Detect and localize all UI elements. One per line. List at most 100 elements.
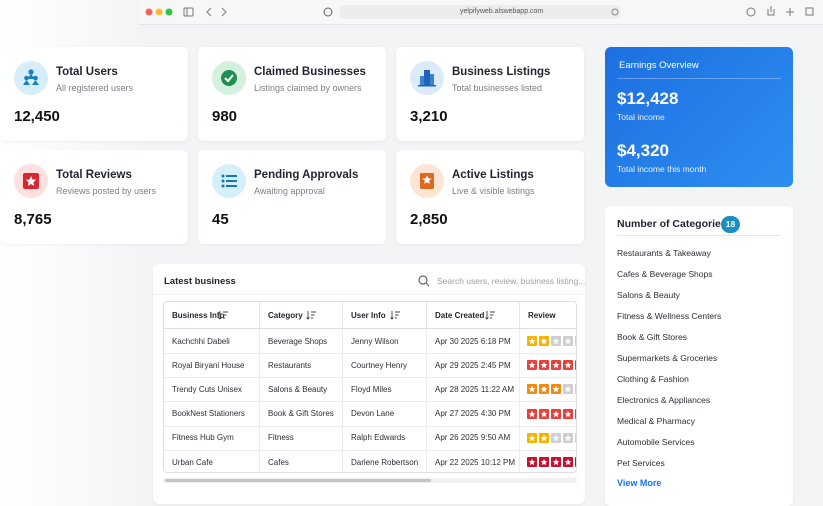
stat-icon bbox=[212, 164, 246, 198]
header-text: Business Info bbox=[172, 311, 225, 320]
cell-user: Floyd Miles bbox=[351, 384, 392, 394]
stat-card: Active Listings Live & visible listings 2,… bbox=[396, 150, 584, 244]
category-item[interactable]: Cafes & Beverage Shops bbox=[617, 269, 713, 279]
url[interactable]: yelpifyweb.alswebapp.com bbox=[460, 8, 544, 15]
header-text: User Info bbox=[351, 311, 386, 320]
icon bbox=[410, 164, 444, 198]
cell-user: Courtney Henry bbox=[351, 360, 408, 370]
earnings-title: Earnings Overview bbox=[619, 60, 699, 71]
cell-date: Apr 26 2025 9:50 AM bbox=[435, 433, 511, 443]
divider bbox=[617, 78, 781, 79]
business-table: Business Info Category User Info Date Creat… bbox=[163, 301, 577, 473]
stat-card: Business Listings Total businesses listed… bbox=[396, 47, 584, 141]
stat-title: Total Users bbox=[56, 66, 118, 78]
category-item[interactable]: Salons & Beauty bbox=[617, 290, 680, 300]
column-header[interactable]: Date Created bbox=[427, 302, 520, 329]
cell-border bbox=[342, 401, 343, 426]
cell-category: Restaurants bbox=[268, 360, 312, 370]
stat-title: Active Listings bbox=[452, 169, 534, 181]
search-input[interactable]: Search users, review, business listing..… bbox=[437, 276, 586, 286]
stat-subtitle: Listings claimed by owners bbox=[254, 83, 362, 93]
category-item[interactable]: Medical & Pharmacy bbox=[617, 416, 695, 426]
cell-category: Cafes bbox=[268, 457, 289, 467]
stat-icon bbox=[212, 61, 246, 95]
browser-controls bbox=[145, 5, 814, 19]
cell-border bbox=[259, 329, 260, 353]
stat-value: 3,210 bbox=[410, 108, 448, 125]
page: yelpifyweb.alswebapp.com Total Users All … bbox=[0, 0, 823, 491]
cell-business: Trendy Cuts Unisex bbox=[172, 384, 242, 394]
column-header[interactable]: Business Info bbox=[164, 302, 260, 329]
cell-date: Apr 22 2025 10:12 PM bbox=[435, 457, 516, 467]
category-item[interactable]: Automobile Services bbox=[617, 437, 695, 447]
category-item[interactable]: Supermarkets & Groceries bbox=[617, 353, 718, 363]
sort-icon bbox=[218, 310, 228, 320]
row-divider bbox=[164, 449, 576, 451]
cell-date: Apr 27 2025 4:30 PM bbox=[435, 409, 511, 419]
stat-title: Total Reviews bbox=[56, 169, 132, 181]
category-item[interactable]: Electronics & Appliances bbox=[617, 395, 711, 405]
cell-border bbox=[519, 329, 520, 353]
cell-border bbox=[342, 450, 343, 472]
cell-business: Kachchhi Dabeli bbox=[172, 336, 230, 346]
rating-stars bbox=[527, 408, 576, 419]
cell-border bbox=[259, 450, 260, 472]
category-item[interactable]: Restaurants & Takeaway bbox=[617, 248, 711, 258]
cell-border bbox=[259, 401, 260, 426]
cell-border bbox=[342, 425, 343, 450]
earnings-card: Earnings Overview $12,428 Total income $4,3… bbox=[605, 47, 793, 187]
header-text: Category bbox=[268, 311, 303, 320]
latest-title: Latest business bbox=[164, 276, 236, 287]
stat-card: Total Reviews Reviews posted by users 8,76… bbox=[0, 150, 188, 244]
row-divider bbox=[164, 425, 576, 427]
cell-border bbox=[259, 377, 260, 402]
categories-title: Number of Categories bbox=[617, 218, 727, 230]
header-text: Date Created bbox=[435, 311, 485, 320]
cell-user: Devon Lane bbox=[351, 409, 395, 419]
divider bbox=[153, 294, 585, 295]
icon bbox=[212, 164, 246, 198]
icon bbox=[212, 61, 246, 95]
cell-border bbox=[342, 377, 343, 402]
cell-border bbox=[259, 353, 260, 378]
category-item[interactable]: Book & Gift Stores bbox=[617, 332, 687, 342]
browser-bar: yelpifyweb.alswebapp.com bbox=[138, 0, 823, 25]
dashboard: Total Users All registered users 12,450 Cla… bbox=[0, 47, 793, 488]
rating-stars bbox=[527, 432, 576, 443]
cell-business: Urban Cafe bbox=[172, 457, 213, 467]
categories-card: Number of Categories 18 Restaurants & Take… bbox=[605, 206, 793, 506]
stat-title: Claimed Businesses bbox=[254, 66, 366, 78]
earnings-label: Total income this month bbox=[617, 164, 707, 174]
stat-title: Pending Approvals bbox=[254, 169, 359, 181]
row-divider bbox=[164, 401, 576, 403]
icon bbox=[14, 164, 48, 198]
cell-border bbox=[519, 377, 520, 402]
stat-subtitle: All registered users bbox=[56, 83, 134, 93]
earnings-value: $4,320 bbox=[617, 141, 669, 160]
column-header[interactable]: User Info bbox=[343, 302, 427, 329]
stat-value: 12,450 bbox=[14, 108, 60, 125]
column-header[interactable]: Review bbox=[520, 302, 576, 329]
view-more-link[interactable]: View More bbox=[617, 478, 662, 488]
cell-border bbox=[519, 353, 520, 378]
cell-border bbox=[426, 425, 427, 450]
cell-business: BookNest Stationers bbox=[172, 409, 245, 419]
cell-border bbox=[259, 425, 260, 450]
cell-border bbox=[519, 450, 520, 472]
category-item[interactable]: Fitness & Wellness Centers bbox=[617, 311, 722, 321]
sort-icon bbox=[390, 310, 400, 320]
cell-border bbox=[426, 401, 427, 426]
scrollbar-thumb[interactable] bbox=[165, 479, 431, 482]
stat-title: Business Listings bbox=[452, 66, 551, 78]
icon bbox=[410, 61, 444, 95]
stat-subtitle: Awaiting approval bbox=[254, 186, 325, 196]
row-divider bbox=[164, 377, 576, 379]
cell-user: Jenny Wilson bbox=[351, 336, 399, 346]
column-header[interactable]: Category bbox=[260, 302, 343, 329]
rating-stars bbox=[527, 360, 576, 371]
cell-user: Ralph Edwards bbox=[351, 433, 406, 443]
cell-category: Salons & Beauty bbox=[268, 384, 328, 394]
category-item[interactable]: Clothing & Fashion bbox=[617, 374, 689, 384]
icon bbox=[14, 61, 48, 95]
category-item[interactable]: Pet Services bbox=[617, 458, 665, 468]
